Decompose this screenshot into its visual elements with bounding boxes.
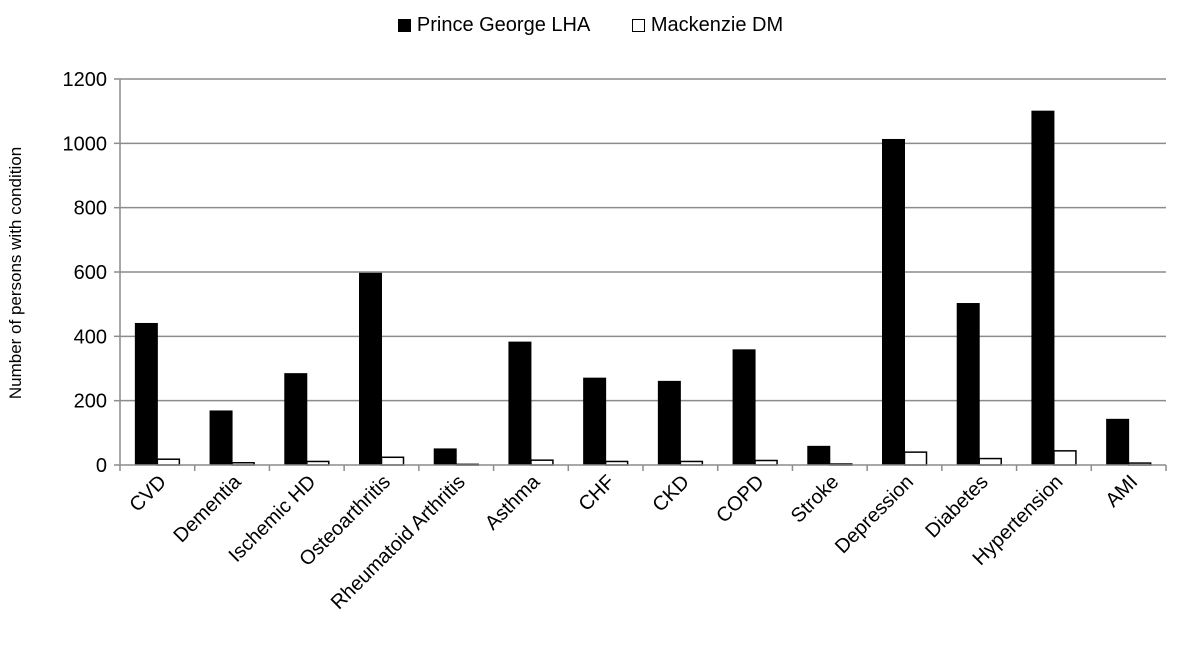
bar-series-2 [1053,450,1077,466]
legend-swatch-series-2 [631,19,645,32]
x-tick-label: CKD [648,471,693,516]
legend-label-series-2: Mackenzie DM [650,14,784,36]
bar-series-1 [359,272,382,466]
bar-series-1 [1106,418,1130,466]
x-tick-label: COPD [712,471,768,527]
x-tick-label: AMI [1101,471,1142,512]
x-tick-label: Dementia [170,470,247,547]
legend-label-series-1: Prince George LHA [416,14,591,36]
bar-series-1 [209,410,233,466]
bar-series-1 [732,349,756,466]
y-tick-label: 800 [74,198,107,220]
legend-swatch-series-1 [397,19,411,32]
bar-series-1 [583,377,607,466]
gridlines [114,78,1166,466]
y-tick-label: 1000 [63,133,108,155]
bar-series-1 [1031,110,1055,466]
bar-series-1 [134,322,158,466]
bar-series-2 [903,451,928,466]
bar-series-2 [380,456,405,466]
bar-series-2 [978,457,1002,466]
y-tick-label: 200 [74,391,107,413]
x-tick-label: CHF [575,471,620,516]
y-tick-label: 600 [74,262,107,284]
bar-series-1 [882,138,905,466]
legend-item-series-2: Mackenzie DM [631,14,784,37]
bar-series-1 [284,373,308,466]
axes [119,79,1167,471]
x-tick-label: Depression [831,471,918,558]
bars [134,110,1152,466]
bar-series-2 [156,458,181,466]
y-tick-labels: 0 200 400 600 800 1000 1200 [63,69,108,477]
bar-series-1 [657,380,681,466]
x-tick-label: Stroke [787,471,843,527]
y-axis-label: Number of persons with condition [6,147,25,399]
bar-series-1 [956,303,980,466]
x-tick-label: Rheumatoid Arthritis [327,471,470,614]
legend-item-series-1: Prince George LHA [397,14,591,37]
x-tick-label: Asthma [481,470,545,534]
bar-series-1 [433,448,457,466]
y-tick-label: 400 [74,326,107,348]
y-tick-label: 1200 [63,69,108,91]
x-tick-label: CVD [125,471,170,516]
x-tick-label: Diabetes [921,471,992,542]
chart-legend: Prince George LHA Mackenzie DM [0,14,1181,38]
bar-series-1 [807,445,831,466]
y-tick-label: 0 [96,455,107,477]
bar-series-1 [508,341,532,466]
